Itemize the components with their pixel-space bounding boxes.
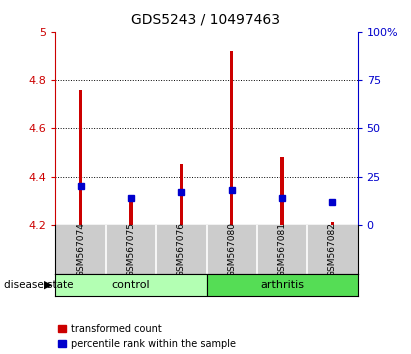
Text: ▶: ▶: [44, 280, 53, 290]
Text: GSM567075: GSM567075: [127, 222, 136, 277]
Text: GSM567076: GSM567076: [177, 222, 186, 277]
Bar: [206, 274, 358, 296]
Bar: [79, 90, 83, 225]
Bar: [180, 165, 183, 225]
Text: GSM567080: GSM567080: [227, 222, 236, 277]
Bar: [55, 274, 206, 296]
Text: arthritis: arthritis: [260, 280, 304, 290]
Text: disease state: disease state: [4, 280, 74, 290]
Text: GDS5243 / 10497463: GDS5243 / 10497463: [131, 12, 280, 27]
Bar: [330, 222, 334, 225]
Text: GSM567082: GSM567082: [328, 222, 337, 277]
Bar: [280, 157, 284, 225]
Bar: [230, 51, 233, 225]
Text: GSM567081: GSM567081: [277, 222, 286, 277]
Text: control: control: [112, 280, 150, 290]
Bar: [129, 196, 133, 225]
Text: GSM567074: GSM567074: [76, 222, 85, 277]
Legend: transformed count, percentile rank within the sample: transformed count, percentile rank withi…: [58, 324, 236, 349]
